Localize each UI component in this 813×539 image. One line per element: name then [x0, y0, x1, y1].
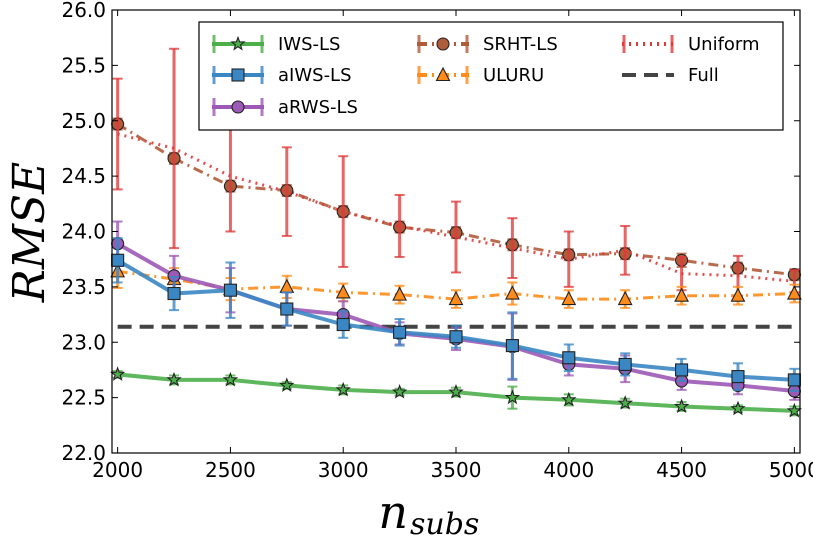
y-tick-label: 26.0 [61, 0, 106, 22]
x-tick-label: 2000 [92, 458, 143, 482]
series-uniform [112, 47, 800, 297]
data-point [730, 400, 746, 416]
data-point [222, 371, 239, 387]
data-point [673, 398, 690, 413]
legend-marker [231, 100, 245, 114]
legend-item-arws-ls: aRWS-LS [212, 97, 358, 118]
legend-label: IWS-LS [278, 34, 340, 55]
legend-marker [435, 66, 451, 82]
data-point [166, 371, 182, 387]
legend-label: Full [688, 65, 719, 86]
y-tick-label: 24.5 [61, 164, 106, 188]
legend-item-full: Full [622, 65, 719, 86]
data-point [618, 357, 632, 371]
data-point [223, 283, 237, 297]
data-point [561, 290, 577, 306]
x-tick-label: 3500 [431, 458, 482, 482]
data-point [674, 287, 689, 302]
data-point [449, 330, 463, 344]
data-point [504, 389, 521, 405]
data-point [448, 290, 464, 306]
data-point [335, 381, 351, 397]
series-iws-ls [109, 366, 803, 418]
x-axis-title-subscript: subs [410, 507, 479, 539]
legend-item-aiws-ls: aIWS-LS [212, 65, 352, 86]
axis-ticks: 2000 2500 3000 3500 4000 4500 5000 22.0 22.5 23.0… [61, 0, 813, 482]
data-point [280, 302, 294, 316]
series-line [117, 132, 795, 283]
legend-label: Uniform [688, 34, 760, 55]
x-tick-label: 4000 [543, 458, 594, 482]
data-point [786, 402, 803, 418]
y-tick-label: 23.5 [61, 275, 106, 299]
legend: IWS-LS aIWS-LS aRWS-LS SRHT-LS ULURU Uniform F… [198, 21, 784, 131]
y-tick-label: 23.0 [61, 330, 106, 354]
y-tick-label: 25.0 [61, 109, 106, 133]
data-point [731, 370, 745, 384]
data-point [109, 366, 126, 381]
legend-label: aIWS-LS [278, 65, 352, 86]
legend-item-uniform: Uniform [622, 34, 760, 55]
y-tick-label: 22.5 [61, 386, 106, 410]
data-point [392, 286, 408, 301]
data-point [167, 286, 181, 301]
data-point [448, 384, 464, 399]
x-tick-label: 3000 [318, 458, 369, 482]
legend-item-iws-ls: IWS-LS [212, 34, 340, 55]
data-point [393, 325, 407, 339]
data-point [336, 317, 350, 332]
series-aiws-ls [111, 237, 801, 392]
data-point [617, 395, 633, 410]
y-tick-label: 22.0 [61, 441, 106, 465]
data-point [787, 373, 801, 387]
legend-frame [198, 21, 784, 131]
data-point [617, 290, 633, 306]
data-point [730, 287, 746, 302]
data-point [111, 253, 125, 267]
legend-marker [231, 68, 245, 82]
legend-item-srht-ls: SRHT-LS [417, 34, 558, 55]
data-point [562, 351, 576, 365]
data-point [561, 391, 577, 407]
data-series [109, 47, 803, 418]
legend-label: aRWS-LS [278, 97, 358, 118]
x-tick-label: 4500 [656, 458, 707, 482]
legend-item-uluru: ULURU [417, 65, 544, 86]
x-tick-label: 2500 [205, 458, 256, 482]
data-point [504, 285, 520, 300]
legend-label: SRHT-LS [483, 34, 558, 55]
legend-label: ULURU [483, 65, 544, 86]
data-point [279, 377, 295, 393]
y-tick-label: 24.0 [61, 220, 106, 244]
data-point [335, 284, 351, 299]
data-point [391, 384, 408, 399]
data-point [786, 285, 802, 300]
data-point [675, 363, 689, 377]
legend-marker [230, 35, 246, 51]
y-axis-title: RMSE [4, 162, 55, 303]
data-point [279, 278, 295, 293]
series-line [116, 258, 795, 382]
legend-marker [436, 37, 450, 51]
y-tick-label: 25.5 [61, 53, 106, 77]
x-axis-title: n [378, 485, 408, 539]
x-tick-label: 5000 [769, 458, 813, 482]
data-point [505, 339, 519, 353]
